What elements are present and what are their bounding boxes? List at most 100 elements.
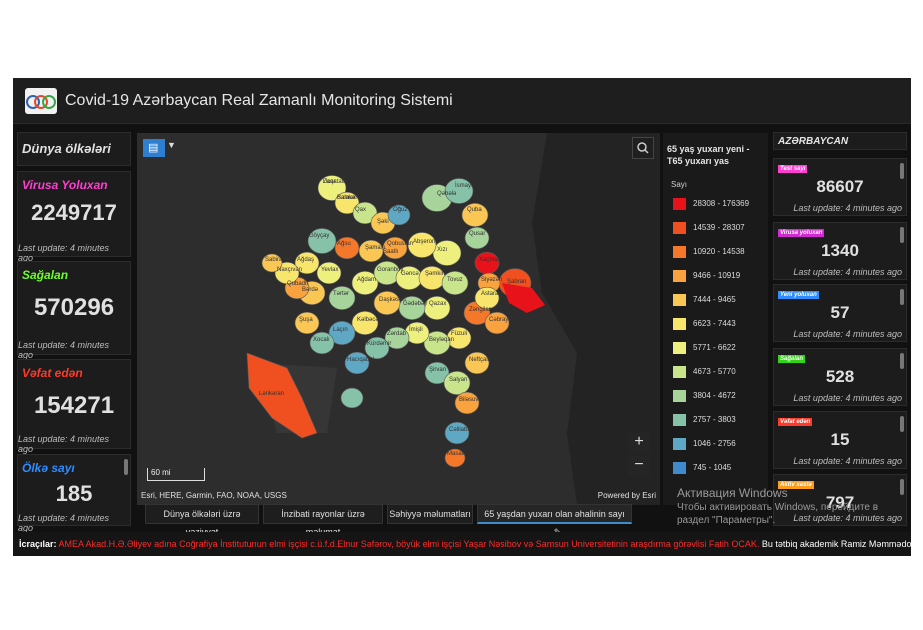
legend-swatch bbox=[673, 390, 686, 402]
map-region[interactable] bbox=[423, 296, 451, 321]
card-label: Virusa yoluxan bbox=[778, 229, 825, 237]
azerbaijan-title: AZƏRBAYCAN bbox=[778, 136, 849, 147]
azerbaijan-title-panel: AZƏRBAYCAN bbox=[773, 132, 907, 150]
map-label: Sabirabad bbox=[265, 257, 292, 263]
map-region[interactable] bbox=[328, 286, 356, 311]
scrollbar[interactable] bbox=[900, 163, 904, 179]
map-region[interactable] bbox=[444, 448, 466, 468]
azerbaijan-card: Sağalan 528 Last update: 4 minutes ago bbox=[773, 348, 907, 406]
map-region[interactable] bbox=[340, 387, 364, 409]
card-label: Vəfat edən bbox=[22, 366, 83, 380]
tab-elderly-population[interactable]: 65 yaşdan yuxarı olan əhalinin sayı ✎ bbox=[477, 504, 632, 537]
card-value: 57 bbox=[830, 303, 850, 322]
map-region[interactable] bbox=[423, 331, 451, 356]
map-region[interactable] bbox=[382, 236, 408, 260]
legend-range: 2757 - 3803 bbox=[693, 415, 736, 424]
world-card-deaths: Vəfat edən 154271 Last update: 4 minutes… bbox=[17, 359, 131, 454]
map-regions bbox=[246, 175, 545, 468]
map-region[interactable] bbox=[441, 271, 469, 296]
tab-health-data[interactable]: Səhiyyə məlumatları bbox=[387, 504, 473, 524]
map-label: Zaqatala bbox=[323, 179, 347, 185]
zoom-out-button[interactable]: − bbox=[628, 456, 650, 476]
map-region[interactable] bbox=[418, 266, 446, 291]
map-label: Qax bbox=[355, 207, 366, 213]
map-region[interactable] bbox=[464, 351, 490, 375]
map-region-absheron[interactable] bbox=[502, 283, 545, 313]
map-region[interactable] bbox=[432, 240, 462, 266]
map-region[interactable] bbox=[274, 261, 300, 285]
map-label: Cəbrayıl bbox=[489, 317, 511, 323]
scrollbar[interactable] bbox=[900, 353, 904, 369]
footer-authors: AMEA Akad.H.Ə.Əliyev adına Coğrafiya İns… bbox=[58, 539, 760, 549]
map-label: Ağsu bbox=[337, 241, 351, 247]
card-update: Last update: 4 minutes ago bbox=[18, 513, 110, 533]
map-label: Şəki bbox=[377, 219, 389, 225]
scrollbar[interactable] bbox=[900, 416, 904, 432]
map-region[interactable] bbox=[294, 251, 320, 275]
map-region[interactable] bbox=[464, 226, 490, 250]
card-update: Last update: 4 minutes ago bbox=[793, 267, 902, 277]
card-update: Last update: 4 minutes ago bbox=[18, 434, 110, 454]
map-region[interactable] bbox=[443, 371, 471, 396]
legend-swatch bbox=[673, 342, 686, 354]
world-title-panel: Dünya ölkələri bbox=[17, 132, 131, 166]
tab-world-status[interactable]: Dünya ölkələri üzrə vəziyyət bbox=[145, 504, 259, 537]
map-region[interactable] bbox=[309, 331, 335, 355]
map-label: Laçın bbox=[333, 327, 348, 333]
zoom-in-button[interactable]: + bbox=[628, 433, 650, 453]
layers-button[interactable]: ▤ bbox=[143, 139, 165, 157]
card-update: Last update: 4 minutes ago bbox=[793, 203, 902, 213]
map-region[interactable] bbox=[334, 236, 360, 260]
map-region[interactable] bbox=[334, 191, 360, 215]
map-label: Göyçay bbox=[309, 233, 329, 239]
map-region[interactable] bbox=[484, 311, 510, 335]
map-view[interactable]: Zaqatala Balakən Qax Şəki Oğuz Qəbələ İsmayıll… bbox=[137, 133, 660, 505]
map-region[interactable] bbox=[294, 311, 320, 335]
map-region[interactable] bbox=[373, 261, 401, 286]
map-region[interactable] bbox=[351, 271, 379, 296]
map-region[interactable] bbox=[454, 391, 480, 415]
windows-activation-title: Активация Windows bbox=[677, 486, 788, 500]
card-label: Yeni yoluxan bbox=[778, 291, 819, 299]
tab-label: 65 yaşdan yuxarı olan əhalinin sayı bbox=[484, 509, 625, 519]
map-legend: 65 yaş yuxarı yeni - T65 yuxarı yas Sayı… bbox=[663, 133, 768, 505]
search-button[interactable] bbox=[632, 137, 654, 159]
map-label: İsmayıllı bbox=[455, 182, 477, 189]
card-update: Last update: 4 minutes ago bbox=[793, 513, 902, 523]
map-region[interactable] bbox=[358, 239, 384, 263]
legend-swatch bbox=[673, 366, 686, 378]
map-region[interactable] bbox=[328, 321, 356, 346]
map-region[interactable] bbox=[352, 201, 378, 225]
map-region[interactable] bbox=[351, 311, 379, 336]
map-region[interactable] bbox=[307, 228, 337, 254]
map-region[interactable] bbox=[387, 204, 411, 226]
card-value: 154271 bbox=[33, 392, 115, 419]
search-icon bbox=[637, 142, 649, 154]
map-label: Xaçmaz bbox=[479, 257, 501, 263]
map-region[interactable] bbox=[316, 261, 342, 285]
map-region[interactable] bbox=[261, 253, 283, 273]
map-region[interactable] bbox=[474, 286, 500, 310]
card-update: Last update: 4 minutes ago bbox=[18, 340, 110, 360]
map-region[interactable] bbox=[317, 175, 347, 201]
dropdown-icon[interactable]: ▼ bbox=[167, 140, 176, 150]
scrollbar[interactable] bbox=[124, 459, 128, 475]
card-label: Virusa Yoluxan bbox=[22, 178, 108, 192]
map-region[interactable] bbox=[384, 326, 410, 350]
map-region-nakhchivan[interactable] bbox=[246, 352, 318, 439]
map-label: Beyləqan bbox=[429, 337, 454, 343]
map-region[interactable] bbox=[461, 203, 489, 228]
scrollbar[interactable] bbox=[900, 479, 904, 495]
scrollbar[interactable] bbox=[900, 289, 904, 305]
map-region[interactable] bbox=[474, 251, 500, 275]
map-region[interactable] bbox=[424, 361, 450, 385]
map-region[interactable] bbox=[373, 291, 401, 316]
map-region[interactable] bbox=[444, 178, 474, 204]
map-region[interactable] bbox=[444, 421, 470, 445]
map-region[interactable] bbox=[344, 351, 370, 375]
map-region[interactable] bbox=[364, 336, 390, 360]
map-label: Şirvan bbox=[429, 367, 446, 373]
tab-admin-regions[interactable]: İnzibati rayonlar üzrə məlumat bbox=[263, 504, 383, 537]
scrollbar[interactable] bbox=[900, 227, 904, 243]
map-region[interactable] bbox=[407, 232, 437, 258]
